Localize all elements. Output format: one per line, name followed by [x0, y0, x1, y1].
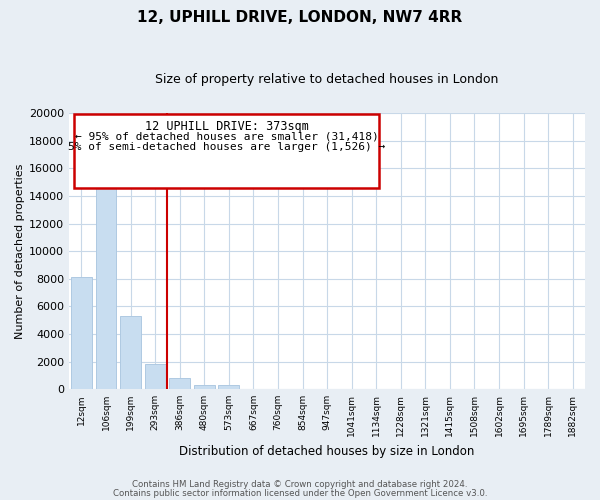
Text: Contains public sector information licensed under the Open Government Licence v3: Contains public sector information licen… [113, 488, 487, 498]
Bar [95, 160, 116, 389]
Y-axis label: Number of detached properties: Number of detached properties [15, 164, 25, 339]
Title: Size of property relative to detached houses in London: Size of property relative to detached ho… [155, 72, 499, 86]
Text: 12, UPHILL DRIVE, LONDON, NW7 4RR: 12, UPHILL DRIVE, LONDON, NW7 4RR [137, 10, 463, 25]
Bar [71, 276, 92, 389]
Bar [218, 385, 239, 389]
FancyBboxPatch shape [74, 114, 379, 188]
Text: ← 95% of detached houses are smaller (31,418): ← 95% of detached houses are smaller (31… [74, 131, 379, 141]
Bar [145, 364, 166, 389]
Text: 5% of semi-detached houses are larger (1,526) →: 5% of semi-detached houses are larger (1… [68, 142, 385, 152]
Text: Contains HM Land Registry data © Crown copyright and database right 2024.: Contains HM Land Registry data © Crown c… [132, 480, 468, 489]
Text: 12 UPHILL DRIVE: 373sqm: 12 UPHILL DRIVE: 373sqm [145, 120, 308, 133]
Bar [194, 385, 215, 389]
Bar [169, 378, 190, 389]
Bar [120, 316, 141, 389]
X-axis label: Distribution of detached houses by size in London: Distribution of detached houses by size … [179, 444, 475, 458]
